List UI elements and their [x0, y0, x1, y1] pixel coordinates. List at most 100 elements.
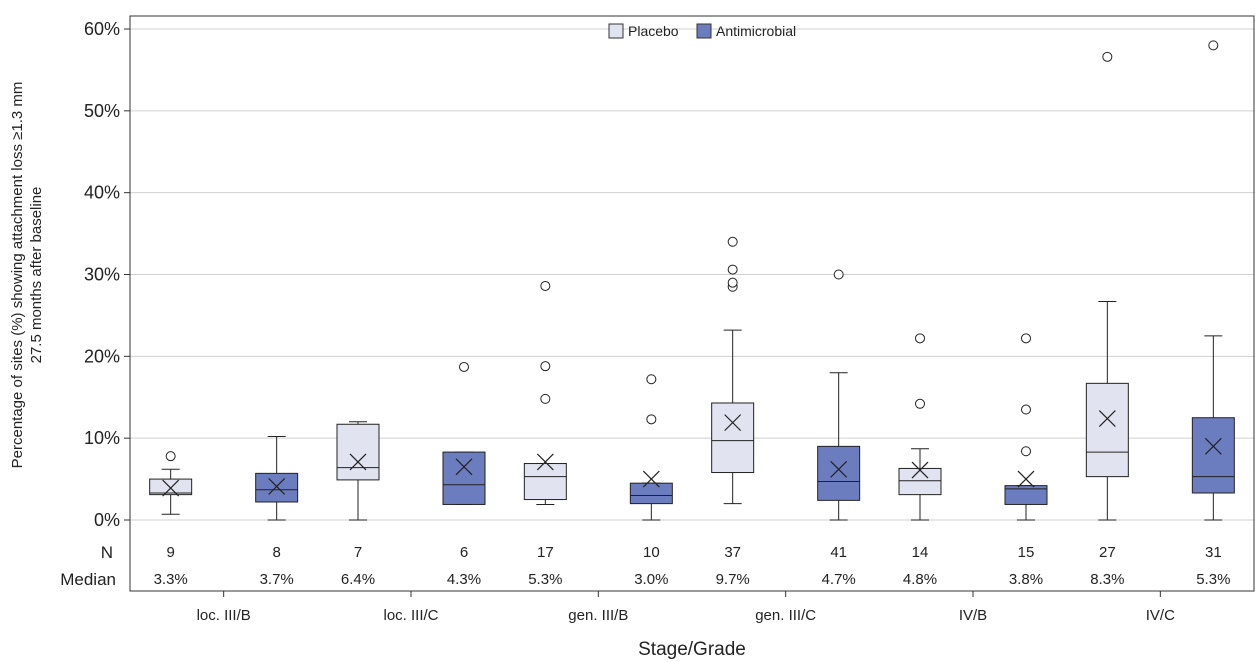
x-axis-title: Stage/Grade [638, 639, 746, 660]
median-value: 9.7% [716, 571, 750, 588]
y-tick-label: 20% [84, 346, 120, 366]
box-placebo [149, 451, 193, 515]
outlier-point [833, 269, 844, 280]
box-placebo [898, 333, 942, 521]
y-tick-label: 30% [84, 265, 120, 285]
box-antimicrobial [255, 436, 299, 521]
n-value: 8 [272, 544, 280, 561]
outlier-point [1021, 446, 1031, 457]
median-value: 4.7% [822, 571, 856, 588]
mean-marker-stroke [455, 458, 473, 476]
n-value: 15 [1018, 544, 1035, 561]
median-value: 3.8% [1009, 571, 1043, 588]
box-iqr [1004, 485, 1048, 505]
n-value: 9 [166, 544, 174, 561]
x-category-label: loc. III/C [383, 607, 438, 624]
mean-marker [911, 461, 929, 479]
y-tick-label: 0% [94, 510, 120, 530]
outlier-point [540, 393, 551, 404]
n-value: 41 [830, 544, 847, 561]
outlier-point [540, 280, 551, 291]
mean-marker [1017, 470, 1035, 488]
box-antimicrobial [1191, 40, 1235, 521]
x-category-label: IV/C [1146, 607, 1175, 624]
legend-swatch-placebo [608, 23, 624, 39]
mean-marker-stroke [911, 461, 929, 479]
mean-marker-stroke [162, 479, 180, 497]
outlier-point [646, 374, 657, 385]
y-tick-label: 60% [84, 19, 120, 39]
box-placebo [336, 421, 380, 521]
mean-marker-stroke [642, 470, 660, 488]
outlier-point [1102, 51, 1113, 62]
x-axis: loc. III/B loc. III/C gen. III/B gen. III/C… [197, 591, 1175, 624]
mean-marker [349, 453, 367, 471]
y-axis-title-line1: Percentage of sites (%) showing attachme… [9, 82, 26, 469]
box-placebo [523, 280, 567, 505]
x-category-label: gen. III/B [568, 607, 628, 624]
mean-marker-stroke [830, 460, 848, 478]
median-value: 3.7% [260, 571, 294, 588]
outlier-point [727, 264, 738, 275]
outlier-point [727, 236, 738, 247]
mean-marker [268, 478, 286, 495]
box-iqr [898, 467, 942, 496]
y-axis-title-line2: 27.5 months after baseline [28, 187, 45, 364]
median-value: 5.3% [528, 571, 562, 588]
outlier-point [915, 398, 925, 409]
n-value: 17 [537, 544, 554, 561]
box-iqr [149, 478, 193, 496]
mean-marker-stroke [536, 453, 554, 471]
plot-frame [129, 15, 1255, 592]
y-axis: 0% 10% 20% 30% 40% 50% 60% [84, 19, 130, 530]
mean-marker-stroke [1204, 437, 1222, 455]
n-value: 31 [1205, 544, 1222, 561]
mean-marker-stroke [268, 478, 286, 495]
n-value: 6 [460, 544, 468, 561]
outlier-point [459, 361, 469, 372]
n-median-table: 9 3.3% 7 6.4% 17 5.3% 37 9.7% 14 4.8% 27 8.3% 8 3.7% 6… [154, 544, 1231, 588]
median-value: 4.3% [447, 571, 481, 588]
table-row-label-n: N [101, 543, 113, 562]
median-value: 5.3% [1196, 571, 1230, 588]
mean-marker [162, 479, 180, 497]
box-placebo [1085, 51, 1129, 521]
n-value: 27 [1099, 544, 1116, 561]
y-tick-label: 10% [84, 428, 120, 448]
box-placebo [711, 236, 755, 505]
box-iqr [1191, 417, 1235, 494]
median-value: 6.4% [341, 571, 375, 588]
mean-marker [1204, 437, 1222, 455]
outlier-point [1021, 333, 1031, 344]
mean-marker [724, 414, 742, 432]
box-iqr [336, 423, 380, 481]
mean-marker [536, 453, 554, 471]
median-value: 8.3% [1090, 571, 1124, 588]
median-value: 4.8% [903, 571, 937, 588]
mean-marker-stroke [1098, 410, 1116, 427]
box-antimicrobial [817, 269, 861, 521]
mean-marker [642, 470, 660, 488]
legend-label-placebo: Placebo [628, 23, 679, 39]
box-antimicrobial [1004, 333, 1048, 521]
median-value: 3.3% [154, 571, 188, 588]
grid-lines [130, 28, 1254, 521]
box-antimicrobial [442, 361, 486, 505]
legend-label-antimicrobial: Antimicrobial [716, 23, 796, 39]
y-tick-label: 40% [84, 183, 120, 203]
median-value: 3.0% [634, 571, 668, 588]
box-series [149, 40, 1235, 521]
outlier-point [727, 277, 738, 288]
mean-marker [455, 458, 473, 476]
n-value: 10 [643, 544, 660, 561]
mean-marker [830, 460, 848, 478]
outlier-point [915, 333, 925, 344]
outlier-point [646, 414, 657, 425]
x-category-label: gen. III/C [755, 607, 816, 624]
box-iqr [255, 472, 299, 503]
mean-marker [1098, 410, 1116, 427]
legend-swatch-antimicrobial [696, 23, 712, 39]
mean-marker-stroke [349, 453, 367, 471]
box-iqr [629, 482, 673, 505]
